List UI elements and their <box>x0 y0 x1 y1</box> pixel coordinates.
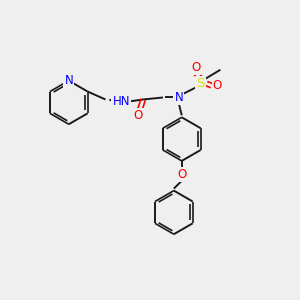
Text: N: N <box>174 91 183 104</box>
Text: S: S <box>196 77 205 90</box>
Text: O: O <box>213 79 222 92</box>
Text: N: N <box>64 74 73 87</box>
Text: O: O <box>134 109 143 122</box>
Text: HN: HN <box>112 95 130 108</box>
Text: O: O <box>191 61 200 74</box>
Text: O: O <box>177 168 186 181</box>
